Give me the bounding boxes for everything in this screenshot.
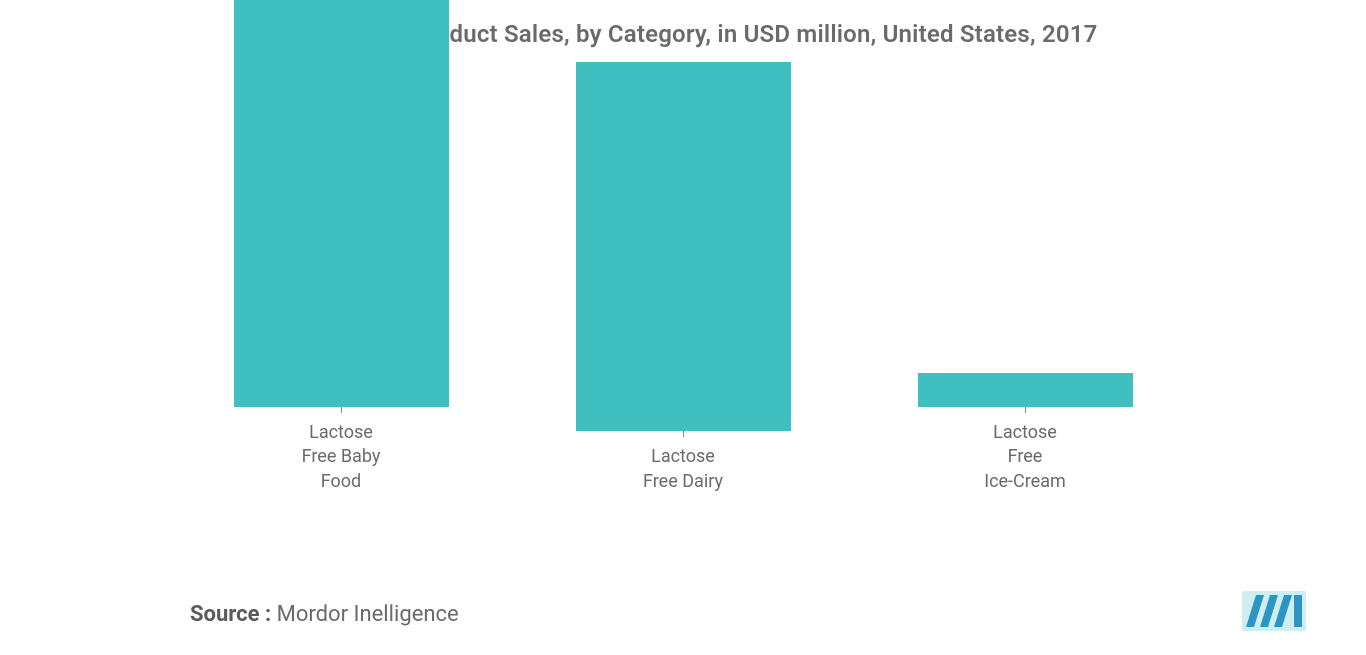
bar-label: Lactose Free Dairy bbox=[643, 445, 723, 494]
bar-label: Lactose Free Baby Food bbox=[302, 421, 381, 494]
bar-label: Lactose Free Ice-Cream bbox=[984, 421, 1066, 494]
bar-group: Lactose Free Dairy bbox=[533, 62, 833, 494]
bar bbox=[234, 0, 449, 407]
mordor-logo-icon bbox=[1242, 591, 1306, 631]
bar bbox=[918, 373, 1133, 407]
axis-tick bbox=[341, 407, 342, 413]
chart-container: Lactose-free product Sales, by Category,… bbox=[0, 0, 1366, 655]
bar-group: Lactose Free Ice-Cream bbox=[875, 373, 1175, 494]
bar bbox=[576, 62, 791, 432]
source-citation: Source : Mordor Inelligence bbox=[190, 602, 459, 627]
plot-area: Lactose Free Baby Food Lactose Free Dairy… bbox=[110, 64, 1256, 494]
source-label: Source : bbox=[190, 602, 277, 627]
source-text: Mordor Inelligence bbox=[277, 602, 459, 627]
axis-tick bbox=[683, 431, 684, 437]
axis-tick bbox=[1025, 407, 1026, 413]
bar-group: Lactose Free Baby Food bbox=[191, 0, 491, 494]
